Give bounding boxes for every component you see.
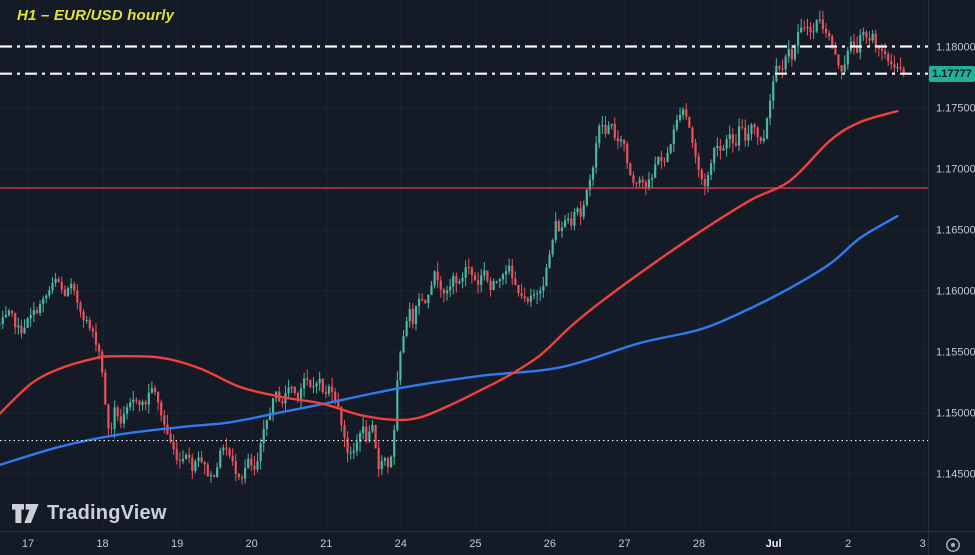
price-axis-label: 1.18000	[936, 42, 975, 54]
time-axis-label: 20	[246, 538, 258, 550]
time-axis-label: 26	[544, 538, 556, 550]
price-axis[interactable]: 1.18000 1.17500 1.17000 1.16500 1.16000 1.155…	[936, 42, 975, 481]
gear-icon[interactable]	[944, 536, 962, 554]
grid-lines	[0, 0, 928, 531]
price-axis-label: 1.14500	[936, 469, 975, 481]
price-axis-label: 1.15500	[936, 347, 975, 359]
time-axis-label: 24	[395, 538, 407, 550]
last-price-label[interactable]: 1.17777	[929, 65, 975, 82]
level-lines[interactable]	[0, 45, 928, 442]
price-axis-label: 1.16000	[936, 286, 975, 298]
time-axis[interactable]: 17 18 19 20 21 24 25 26 27 28 Jul 2 3	[22, 538, 926, 550]
time-axis-label: 25	[469, 538, 481, 550]
time-axis-label: 19	[171, 538, 183, 550]
price-axis-label: 1.16500	[936, 225, 975, 237]
time-axis-label: 2	[845, 538, 851, 550]
price-axis-label: 1.17500	[936, 103, 975, 115]
time-axis-label: Jul	[766, 538, 782, 550]
time-axis-label: 21	[320, 538, 332, 550]
time-axis-label: 28	[693, 538, 705, 550]
tradingview-logo-icon	[12, 504, 39, 523]
price-axis-label: 1.17000	[936, 164, 975, 176]
ma-fast-line[interactable]	[0, 109, 899, 422]
price-axis-label: 1.15000	[936, 408, 975, 420]
tradingview-logo-text: TradingView	[47, 502, 167, 524]
tradingview-logo[interactable]: TradingView	[12, 502, 167, 525]
ma-slow-line[interactable]	[0, 214, 899, 467]
time-axis-label: 27	[618, 538, 630, 550]
time-axis-label: 18	[96, 538, 108, 550]
candles-series[interactable]	[0, 10, 905, 485]
time-axis-label: 17	[22, 538, 34, 550]
time-axis-label: 3	[920, 538, 926, 550]
